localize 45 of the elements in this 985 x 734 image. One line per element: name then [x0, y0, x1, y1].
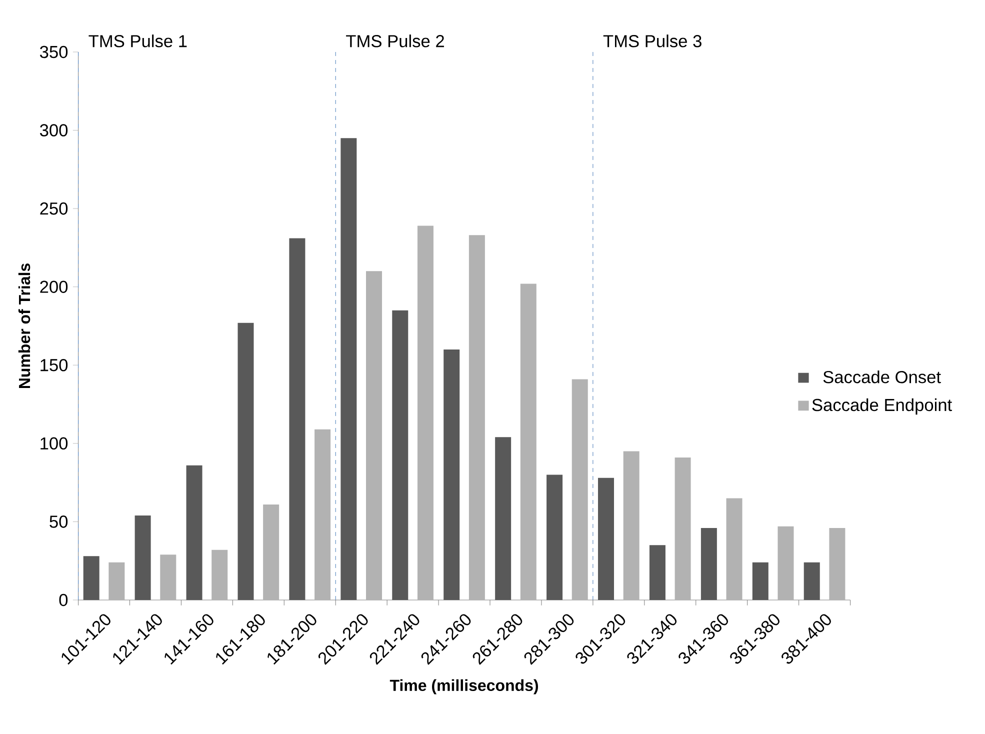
y-axis-title: Number of Trials: [18, 264, 30, 388]
y-tick-label: 250: [40, 202, 68, 215]
text: TMS Pulse 2: [346, 34, 444, 48]
bar: [726, 498, 742, 600]
bar: [674, 458, 691, 600]
bar: [752, 562, 768, 600]
bar: [520, 284, 536, 600]
bar: [366, 271, 382, 600]
y-tick-label: 150: [40, 358, 68, 372]
bar: [83, 556, 100, 600]
bar: [495, 437, 512, 600]
bar: [108, 562, 125, 600]
bar: [700, 528, 717, 600]
bar: [649, 545, 666, 600]
bar: [160, 554, 176, 600]
bar: [392, 310, 408, 600]
bar: [468, 235, 485, 600]
bar: [546, 474, 563, 600]
y-tick-label: 100: [40, 437, 68, 450]
bar: [778, 526, 794, 600]
y-tick-label: 50: [50, 516, 68, 528]
y-tick-label: 350: [40, 46, 68, 58]
bar: [314, 429, 331, 600]
legend-label: Saccade Onset: [823, 370, 941, 384]
bar: [186, 465, 202, 600]
bar: [238, 322, 254, 600]
bar: [572, 379, 588, 600]
bar: [829, 528, 846, 600]
y-tick-label: 0: [59, 594, 68, 606]
y-tick-label: 200: [40, 280, 68, 293]
bar: [444, 349, 460, 600]
bar: [134, 515, 151, 600]
bar: [263, 504, 280, 600]
bar: [623, 451, 640, 600]
text: TMS Pulse 1: [88, 34, 187, 48]
legend-label: Saccade Endpoint: [812, 398, 952, 415]
bar: [340, 138, 357, 600]
bar: [417, 226, 434, 600]
y-tick-label: 300: [40, 124, 68, 136]
text: TMS Pulse 3: [603, 34, 702, 48]
x-axis-title: Time (milliseconds): [390, 679, 538, 694]
bar: [598, 478, 614, 600]
bar: [804, 562, 820, 600]
bar: [212, 550, 228, 600]
bar: [289, 238, 306, 600]
